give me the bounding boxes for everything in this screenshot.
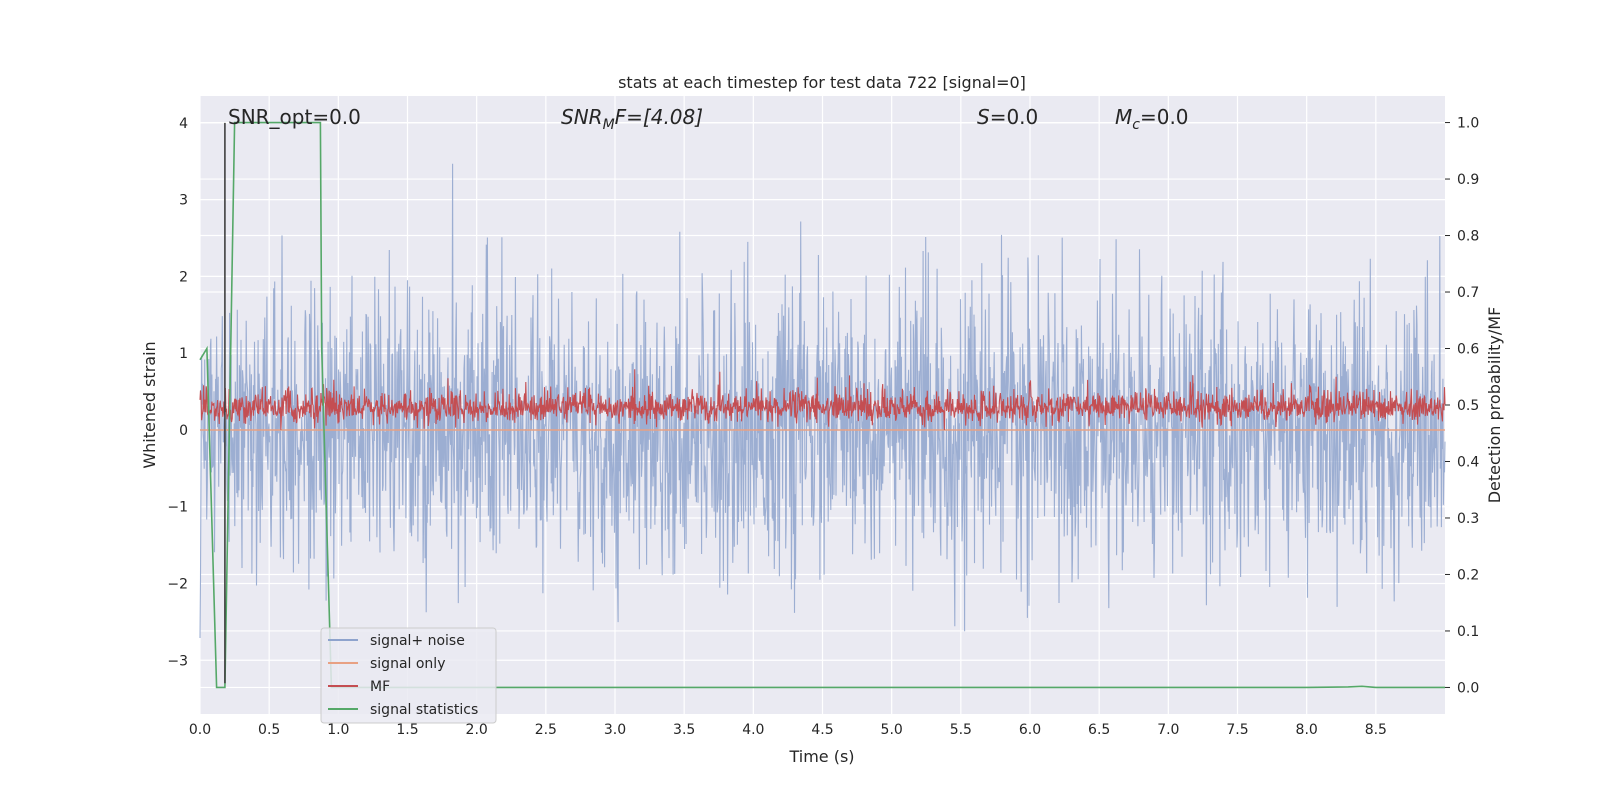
annotation-mc: Mc=0.0 — [1115, 105, 1189, 133]
x-tick-label-0: 0.0 — [189, 722, 211, 738]
chart-title: stats at each timestep for test data 722… — [618, 73, 1026, 92]
x-tick-label-17: 8.5 — [1365, 722, 1387, 738]
y-right-tick-label-4: 0.6 — [1457, 342, 1479, 358]
y-right-tick-label-3: 0.7 — [1457, 285, 1479, 301]
legend-box — [320, 627, 497, 724]
x-tick-label-14: 7.0 — [1157, 722, 1179, 738]
series-layer — [199, 121, 1446, 689]
y-right-tick-label-1: 0.9 — [1457, 172, 1479, 188]
y-right-tick-label-6: 0.4 — [1457, 454, 1479, 470]
y-right-tick-label-2: 0.8 — [1457, 229, 1479, 245]
y-right-tick-label-7: 0.3 — [1457, 511, 1479, 527]
x-tick-label-8: 4.0 — [742, 722, 764, 738]
x-tick-label-4: 2.0 — [466, 722, 488, 738]
series-mf — [199, 369, 1446, 431]
x-tick-label-7: 3.5 — [673, 722, 695, 738]
y-right-tick-label-5: 0.5 — [1457, 398, 1479, 414]
legend-label-signal-statistics: signal statistics — [370, 702, 478, 718]
legend: signal+ noise signal only MF signal stat… — [320, 627, 497, 724]
legend-label-signal-only: signal only — [370, 656, 445, 672]
y-right-tick-label-0: 1.0 — [1457, 116, 1479, 132]
y-right-tick-label-8: 0.2 — [1457, 567, 1479, 583]
x-tick-label-5: 2.5 — [535, 722, 557, 738]
y-tick-label-2: 2 — [179, 269, 188, 285]
ticks: 0.0 0.5 1.0 1.5 2.0 2.5 3.0 3.5 4.0 4.5 5.0 5.5 6.0 6… — [167, 116, 1479, 738]
series-signal-statistics — [199, 121, 1445, 689]
y-tick-label-1: 3 — [179, 193, 188, 209]
annotation-snr-opt: SNR_opt=0.0 — [228, 105, 361, 129]
y-axis-right-label: Detection probability/MF — [1485, 307, 1504, 504]
y-tick-label-0: 4 — [179, 116, 188, 132]
y-right-tick-label-9: 0.1 — [1457, 624, 1479, 640]
legend-label-signal-noise: signal+ noise — [370, 633, 465, 649]
x-tick-label-13: 6.5 — [1088, 722, 1110, 738]
x-tick-label-11: 5.5 — [950, 722, 972, 738]
x-tick-label-6: 3.0 — [604, 722, 626, 738]
y-tick-label-3: 1 — [179, 346, 188, 362]
y-tick-label-7: −3 — [167, 653, 188, 669]
legend-label-mf: MF — [370, 679, 390, 695]
x-tick-label-15: 7.5 — [1226, 722, 1248, 738]
y-tick-label-5: −1 — [167, 500, 188, 516]
y-tick-label-4: 0 — [179, 423, 188, 439]
x-tick-label-1: 0.5 — [258, 722, 280, 738]
y-axis-label: Whitened strain — [140, 341, 159, 468]
y-tick-label-6: −2 — [167, 576, 188, 592]
x-axis-label: Time (s) — [788, 747, 854, 766]
x-tick-label-16: 8.0 — [1296, 722, 1318, 738]
y-right-tick-label-10: 0.0 — [1457, 680, 1479, 696]
series-signal-noise — [199, 163, 1446, 639]
annotation-s: S=0.0 — [977, 105, 1038, 129]
annotation-snr-mf: SNRMF=[4.08] — [561, 105, 703, 133]
x-tick-label-9: 4.5 — [811, 722, 833, 738]
x-tick-label-10: 5.0 — [881, 722, 903, 738]
x-tick-label-3: 1.5 — [396, 722, 418, 738]
x-tick-label-12: 6.0 — [1019, 722, 1041, 738]
x-tick-label-2: 1.0 — [327, 722, 349, 738]
